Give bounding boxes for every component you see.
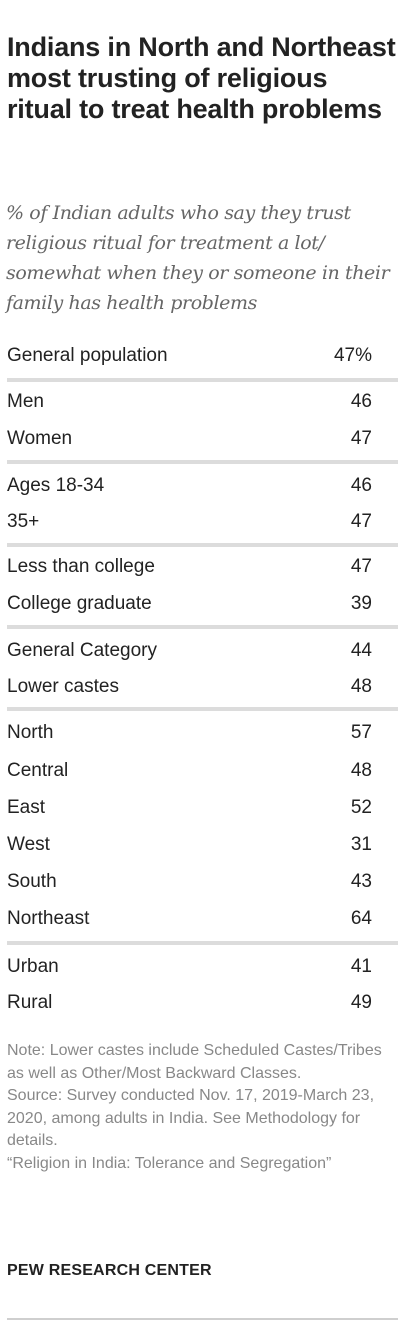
group-divider [7, 625, 398, 629]
footnotes: Note: Lower castes include Scheduled Cas… [7, 1040, 397, 1175]
row-label: Men [7, 391, 44, 412]
row-label: Rural [7, 992, 53, 1013]
row-label: West [7, 834, 50, 855]
row-label: Less than college [7, 556, 155, 577]
row-value: 48 [350, 760, 372, 781]
report-title: “Religion in India: Tolerance and Segreg… [7, 1154, 332, 1172]
note-text: Note: Lower castes include Scheduled Cas… [7, 1042, 382, 1082]
row-label: 35+ [7, 511, 40, 532]
row-value: 49 [350, 992, 372, 1013]
row-label: Northeast [7, 908, 90, 929]
row-label: Lower castes [7, 676, 119, 697]
row-value: 31 [350, 834, 372, 855]
row-label: Women [7, 428, 73, 449]
row-value: 41 [350, 956, 372, 977]
row-value: 39 [350, 593, 372, 614]
group-divider [7, 941, 398, 945]
chart-subtitle: % of Indian adults who say they trust re… [6, 202, 390, 314]
row-value: 43 [350, 871, 372, 892]
row-value: 47 [350, 556, 372, 577]
row-value: 47 [350, 428, 372, 449]
row-label: General Category [7, 640, 157, 661]
row-value: 46 [350, 391, 372, 412]
row-label: North [7, 722, 54, 743]
row-value: 52 [350, 797, 372, 818]
row-value: 48 [350, 676, 372, 697]
chart-title: Indians in North and Northeast most trus… [7, 32, 396, 124]
row-value: 64 [350, 908, 372, 929]
row-label: College graduate [7, 593, 152, 614]
row-value: 47 [350, 511, 372, 532]
row-value: 57 [350, 722, 372, 743]
row-label: General population [7, 345, 168, 366]
row-value: 44 [350, 640, 372, 661]
row-label: East [7, 797, 46, 818]
group-divider [7, 460, 398, 464]
group-divider [7, 378, 398, 382]
row-value: 47% [333, 345, 372, 366]
source-text: Source: Survey conducted Nov. 17, 2019-M… [7, 1087, 375, 1149]
group-divider [7, 707, 398, 711]
row-label: Central [7, 760, 69, 781]
row-value: 46 [350, 475, 372, 496]
row-label: South [7, 871, 57, 892]
group-divider [7, 543, 398, 547]
row-label: Ages 18-34 [7, 475, 105, 496]
row-label: Urban [7, 956, 59, 977]
brand-logo-text: PEW RESEARCH CENTER [7, 1262, 212, 1279]
bottom-divider [7, 1318, 398, 1320]
